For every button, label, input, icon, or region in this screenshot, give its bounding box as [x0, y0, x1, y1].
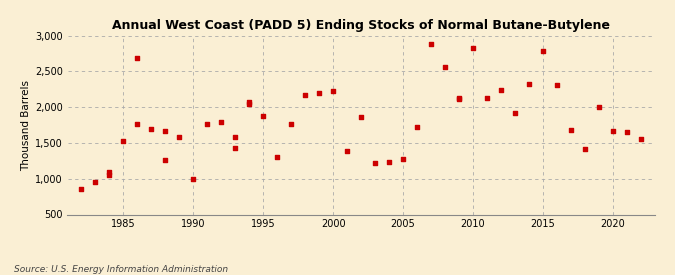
Point	[76, 187, 87, 192]
Point	[230, 135, 241, 139]
Point	[90, 179, 101, 184]
Point	[608, 129, 618, 133]
Point	[524, 81, 535, 86]
Point	[635, 136, 646, 141]
Point	[188, 177, 198, 181]
Point	[230, 146, 241, 150]
Point	[300, 93, 310, 97]
Point	[622, 130, 632, 134]
Point	[454, 97, 464, 101]
Point	[579, 147, 590, 151]
Point	[454, 96, 464, 100]
Point	[244, 99, 254, 104]
Point	[426, 42, 437, 46]
Point	[286, 122, 296, 127]
Point	[468, 46, 479, 50]
Point	[160, 158, 171, 162]
Point	[383, 160, 394, 164]
Text: Source: U.S. Energy Information Administration: Source: U.S. Energy Information Administ…	[14, 265, 227, 274]
Point	[551, 83, 562, 87]
Point	[412, 124, 423, 129]
Point	[104, 173, 115, 177]
Point	[342, 149, 352, 153]
Point	[439, 65, 450, 69]
Point	[398, 157, 408, 162]
Point	[104, 169, 115, 174]
Point	[146, 126, 157, 131]
Y-axis label: Thousand Barrels: Thousand Barrels	[21, 80, 30, 170]
Point	[132, 56, 143, 60]
Point	[132, 122, 143, 127]
Point	[510, 111, 520, 115]
Point	[118, 139, 129, 143]
Point	[272, 155, 283, 160]
Point	[314, 91, 325, 95]
Point	[481, 96, 492, 100]
Title: Annual West Coast (PADD 5) Ending Stocks of Normal Butane-Butylene: Annual West Coast (PADD 5) Ending Stocks…	[112, 19, 610, 32]
Point	[202, 122, 213, 126]
Point	[566, 128, 576, 132]
Point	[593, 105, 604, 109]
Point	[216, 119, 227, 124]
Point	[537, 49, 548, 54]
Point	[370, 161, 381, 165]
Point	[160, 129, 171, 133]
Point	[328, 89, 339, 93]
Point	[356, 114, 367, 119]
Point	[244, 102, 254, 107]
Point	[495, 88, 506, 92]
Point	[174, 135, 185, 139]
Point	[258, 114, 269, 118]
